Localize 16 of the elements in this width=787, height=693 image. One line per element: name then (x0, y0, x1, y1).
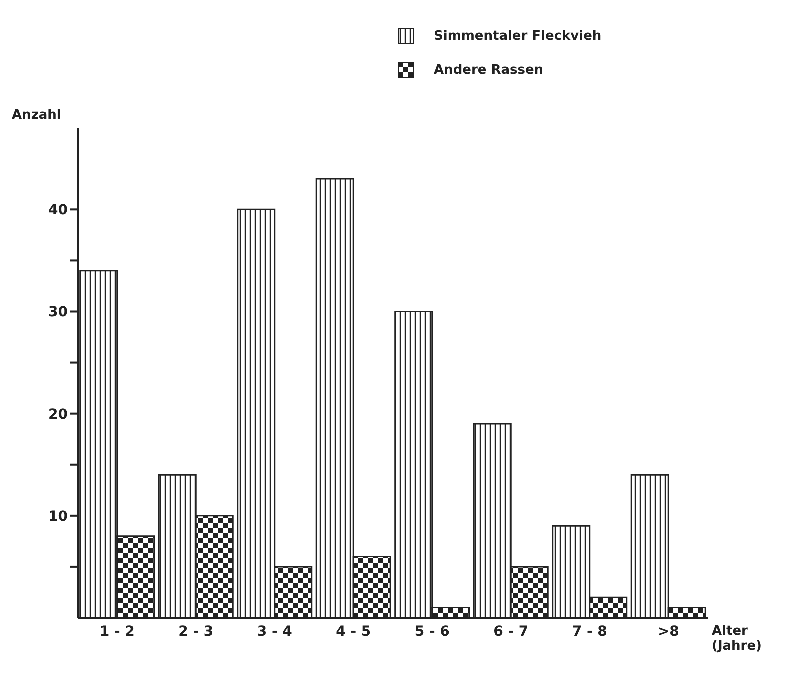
y-tick-label: 40 (48, 202, 68, 219)
x-tick-label: 4 - 5 (336, 624, 372, 640)
x-tick-label: 1 - 2 (100, 624, 135, 640)
y-tick-label: 10 (48, 508, 68, 525)
x-axis-title: Alter (Jahre) (712, 624, 763, 654)
x-tick-label: 2 - 3 (178, 624, 214, 640)
x-tick-label: 5 - 6 (414, 624, 450, 640)
y-tick-label: 30 (48, 304, 68, 321)
x-tick-label: 6 - 7 (494, 624, 529, 640)
x-tick-label: 7 - 8 (572, 624, 608, 640)
y-axis-title: Anzahl (12, 108, 62, 123)
y-tick-label: 20 (48, 406, 68, 423)
legend-label: Andere Rassen (434, 62, 544, 78)
legend-label: Simmentaler Fleckvieh (434, 28, 602, 44)
x-tick-label: >8 (658, 624, 680, 640)
x-tick-label: 3 - 4 (257, 624, 293, 640)
